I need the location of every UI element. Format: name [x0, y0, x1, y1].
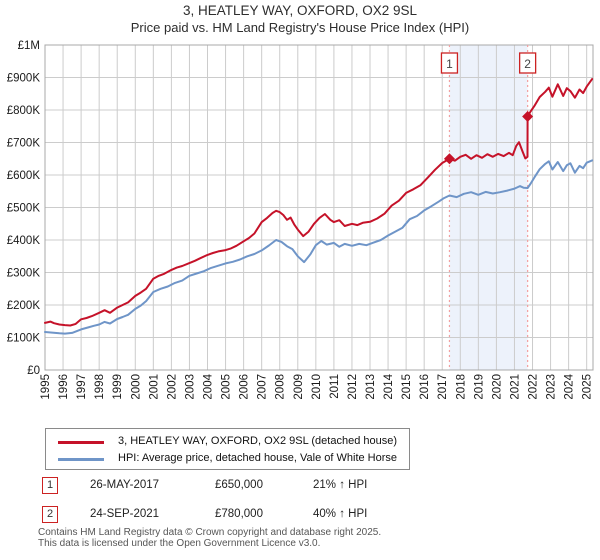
svg-text:2021: 2021 — [509, 374, 521, 400]
svg-text:2010: 2010 — [311, 374, 323, 400]
svg-text:2000: 2000 — [130, 374, 142, 400]
licence-line: This data is licensed under the Open Gov… — [38, 538, 321, 549]
legend-label: 3, HEATLEY WAY, OXFORD, OX2 9SL (detache… — [118, 435, 397, 447]
svg-text:2020: 2020 — [491, 374, 503, 400]
sale-hpi-delta: 21% ↑ HPI — [313, 479, 368, 491]
page-title: 3, HEATLEY WAY, OXFORD, OX2 9SL — [182, 3, 418, 18]
svg-text:2019: 2019 — [473, 374, 485, 400]
svg-text:1999: 1999 — [112, 374, 124, 400]
svg-text:2001: 2001 — [148, 374, 160, 400]
svg-text:£800K: £800K — [7, 105, 41, 117]
svg-text:2022: 2022 — [528, 374, 540, 400]
svg-text:£0: £0 — [27, 365, 40, 377]
svg-text:2008: 2008 — [275, 374, 287, 400]
svg-text:2: 2 — [524, 57, 531, 71]
svg-text:£700K: £700K — [7, 138, 41, 150]
svg-text:2017: 2017 — [437, 374, 449, 400]
legend-item-property: 3, HEATLEY WAY, OXFORD, OX2 9SL (detache… — [46, 434, 409, 450]
legend-label: HPI: Average price, detached house, Vale… — [118, 452, 398, 464]
copyright-line: Contains HM Land Registry data © Crown c… — [38, 527, 382, 538]
sale-number-badge: 1 — [42, 477, 58, 494]
svg-text:£400K: £400K — [7, 235, 41, 247]
svg-text:2018: 2018 — [455, 374, 467, 400]
svg-text:£200K: £200K — [7, 300, 41, 312]
chart-legend: 3, HEATLEY WAY, OXFORD, OX2 9SL (detache… — [45, 428, 410, 470]
sale-number-badge: 2 — [42, 506, 58, 523]
svg-text:2007: 2007 — [257, 374, 269, 400]
svg-text:1: 1 — [446, 57, 453, 71]
svg-text:1995: 1995 — [40, 374, 52, 400]
svg-text:£100K: £100K — [7, 333, 41, 345]
price-chart: 1 2 £0 £100K £200K £300K £400K £500K £600K £700K £… — [7, 40, 594, 400]
sale-annotation-1: 1 26-MAY-2017 £650,000 21% ↑ HPI — [42, 477, 562, 495]
svg-text:2013: 2013 — [365, 374, 377, 400]
svg-text:£300K: £300K — [7, 268, 41, 280]
svg-text:1996: 1996 — [58, 374, 70, 400]
svg-text:£900K: £900K — [7, 73, 41, 85]
sale-annotation-2: 2 24-SEP-2021 £780,000 40% ↑ HPI — [42, 506, 562, 524]
svg-text:2002: 2002 — [166, 374, 178, 400]
sale-date: 24-SEP-2021 — [90, 508, 160, 520]
svg-text:2025: 2025 — [582, 374, 594, 400]
svg-text:2014: 2014 — [383, 373, 395, 399]
svg-text:2012: 2012 — [347, 374, 359, 400]
svg-text:1998: 1998 — [94, 374, 106, 400]
svg-text:£1M: £1M — [18, 40, 40, 52]
property-line-swatch — [58, 441, 104, 444]
svg-text:2024: 2024 — [564, 373, 576, 399]
svg-text:2011: 2011 — [329, 374, 341, 399]
svg-text:2005: 2005 — [221, 374, 233, 400]
svg-text:£500K: £500K — [7, 203, 41, 215]
sale-price: £650,000 — [215, 479, 263, 491]
sale-hpi-delta: 40% ↑ HPI — [313, 508, 368, 520]
svg-text:2009: 2009 — [293, 374, 305, 400]
svg-text:2006: 2006 — [239, 374, 251, 400]
sale-date: 26-MAY-2017 — [90, 479, 160, 491]
svg-text:2004: 2004 — [203, 373, 215, 399]
page-subtitle: Price paid vs. HM Land Registry's House … — [130, 20, 470, 35]
svg-text:2016: 2016 — [419, 374, 431, 400]
sale-price: £780,000 — [215, 508, 263, 520]
hpi-line-swatch — [58, 458, 104, 461]
legend-item-hpi: HPI: Average price, detached house, Vale… — [46, 451, 409, 467]
svg-text:2023: 2023 — [546, 374, 558, 400]
svg-text:2015: 2015 — [401, 374, 413, 400]
svg-text:1997: 1997 — [76, 374, 88, 400]
svg-text:2003: 2003 — [184, 374, 196, 400]
svg-text:£600K: £600K — [7, 170, 41, 182]
